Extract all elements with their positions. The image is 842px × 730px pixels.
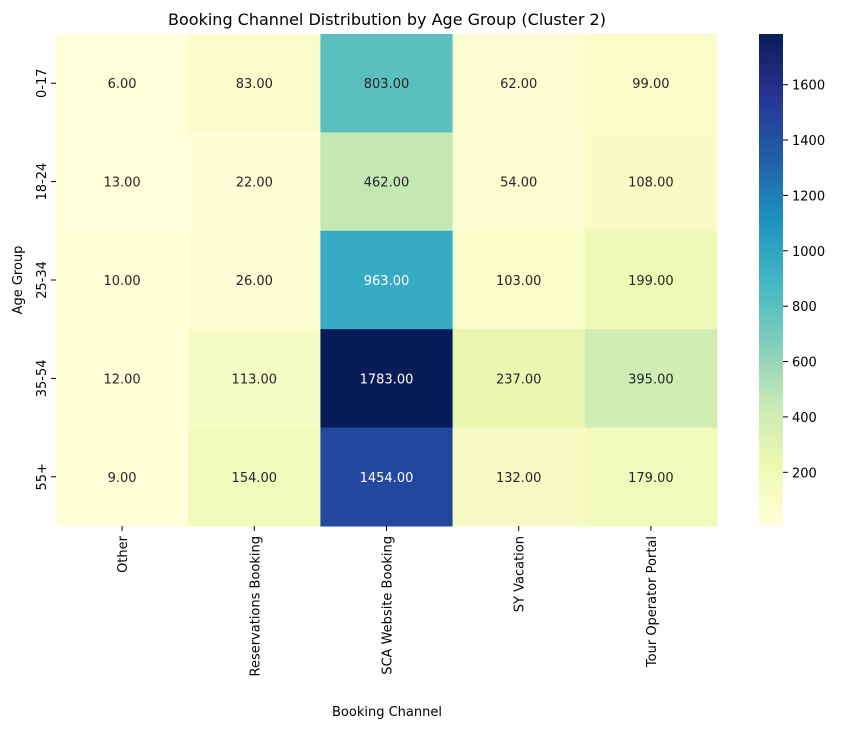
heatmap-cell bbox=[188, 230, 321, 330]
cell-value-label: 154.00 bbox=[232, 471, 278, 486]
heatmap-cell bbox=[452, 427, 586, 527]
heatmap-cell bbox=[320, 132, 454, 232]
heatmap-cell bbox=[584, 132, 718, 232]
heatmap-cell bbox=[56, 427, 189, 527]
heatmap-cell bbox=[452, 230, 586, 330]
colorbar-tick-label: 200 bbox=[792, 466, 817, 481]
heatmap-cell bbox=[320, 230, 454, 330]
cell-value-label: 10.00 bbox=[103, 274, 140, 289]
cell-value-label: 132.00 bbox=[496, 471, 542, 486]
cell-value-label: 99.00 bbox=[632, 77, 669, 92]
cell-value-label: 62.00 bbox=[500, 77, 537, 92]
colorbar-ticks: 200 400 600 800 1000 1200 1400 1600 bbox=[783, 79, 825, 481]
heatmap-cell bbox=[584, 329, 718, 429]
cell-value-label: 9.00 bbox=[108, 471, 137, 486]
heatmap-cell bbox=[584, 427, 718, 527]
heatmap-cell bbox=[56, 329, 189, 429]
colorbar bbox=[759, 34, 783, 526]
cell-value-label: 13.00 bbox=[103, 176, 140, 191]
x-tick-label: Reservations Booking bbox=[248, 536, 263, 677]
x-axis-label: Booking Channel bbox=[332, 705, 442, 720]
heatmap-cell bbox=[584, 34, 718, 133]
cell-value-labels: 6.00 83.00 803.00 62.00 99.00 13.00 22.00 462.0… bbox=[103, 77, 673, 486]
cell-value-label: 963.00 bbox=[364, 274, 410, 289]
cell-value-label: 54.00 bbox=[500, 176, 537, 191]
x-tick-label: SY Vacation bbox=[513, 536, 528, 612]
x-tick-label: Tour Operator Portal bbox=[645, 536, 660, 668]
cell-value-label: 12.00 bbox=[103, 372, 140, 387]
heatmap-cell bbox=[452, 329, 586, 429]
heatmap-cell bbox=[56, 34, 189, 133]
x-axis-ticks: Other Reservations Booking SCA Website Boo… bbox=[116, 526, 660, 677]
cell-value-label: 803.00 bbox=[364, 77, 410, 92]
cell-value-label: 1783.00 bbox=[360, 372, 414, 387]
y-axis-label: Age Group bbox=[11, 246, 26, 315]
cell-value-label: 462.00 bbox=[364, 176, 410, 191]
heatmap-cell bbox=[584, 230, 718, 330]
y-tick-label: 55+ bbox=[35, 463, 50, 490]
cell-value-label: 26.00 bbox=[236, 274, 273, 289]
x-tick-label: Other bbox=[116, 535, 131, 573]
cell-value-label: 395.00 bbox=[628, 372, 674, 387]
heatmap-cell bbox=[188, 427, 321, 527]
colorbar-tick-label: 1600 bbox=[792, 79, 825, 94]
y-tick-label: 35-54 bbox=[35, 360, 50, 398]
cell-value-label: 103.00 bbox=[496, 274, 542, 289]
cell-value-label: 179.00 bbox=[628, 471, 674, 486]
y-tick-label: 18-24 bbox=[35, 163, 50, 201]
heatmap-cell bbox=[320, 329, 454, 429]
cell-value-label: 1454.00 bbox=[360, 471, 414, 486]
colorbar-tick-label: 400 bbox=[792, 411, 817, 426]
heatmap-cell bbox=[452, 132, 586, 232]
x-tick-label: SCA Website Booking bbox=[381, 536, 396, 675]
heatmap-cell bbox=[188, 34, 321, 133]
colorbar-tick-label: 1400 bbox=[792, 134, 825, 149]
cell-value-label: 199.00 bbox=[628, 274, 674, 289]
heatmap-cell bbox=[56, 132, 189, 232]
heatmap-cell bbox=[188, 329, 321, 429]
y-tick-label: 25-34 bbox=[35, 261, 50, 299]
heatmap-cell bbox=[188, 132, 321, 232]
colorbar-tick-label: 600 bbox=[792, 356, 817, 371]
colorbar-tick-label: 800 bbox=[792, 300, 817, 315]
cell-value-label: 237.00 bbox=[496, 372, 542, 387]
cell-value-label: 83.00 bbox=[236, 77, 273, 92]
y-axis-ticks: 0-17 18-24 25-34 35-54 55+ bbox=[35, 68, 56, 491]
cell-value-label: 22.00 bbox=[236, 176, 273, 191]
colorbar-tick-label: 1200 bbox=[792, 189, 825, 204]
cell-value-label: 6.00 bbox=[108, 77, 137, 92]
y-tick-label: 0-17 bbox=[35, 68, 50, 98]
heatmap-cell bbox=[320, 427, 454, 527]
heatmap-cell bbox=[56, 230, 189, 330]
chart-title: Booking Channel Distribution by Age Grou… bbox=[168, 10, 606, 29]
cell-value-label: 108.00 bbox=[628, 176, 674, 191]
cell-value-label: 113.00 bbox=[232, 372, 278, 387]
heatmap-cell bbox=[452, 34, 586, 133]
heatmap-cell bbox=[320, 34, 454, 133]
heatmap-cells bbox=[56, 34, 718, 527]
colorbar-tick-label: 1000 bbox=[792, 245, 825, 260]
